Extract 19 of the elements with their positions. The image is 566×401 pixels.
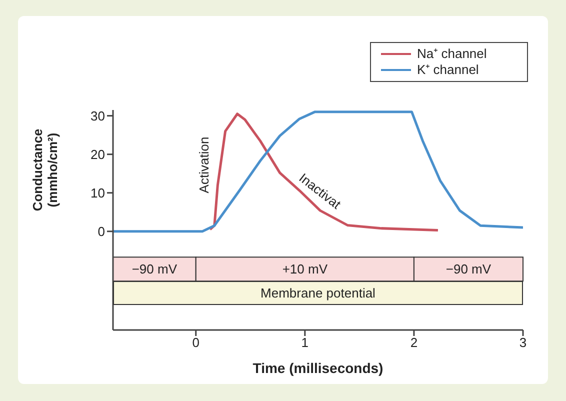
y-tick-label: 10 bbox=[90, 185, 105, 200]
x-tick-label: 2 bbox=[410, 335, 418, 350]
legend-label: K⁺ channel bbox=[417, 62, 479, 78]
x-tick-label: 1 bbox=[301, 335, 309, 350]
line-series bbox=[208, 112, 440, 232]
y-tick-label: 30 bbox=[90, 108, 105, 124]
x-tick-label: 0 bbox=[192, 335, 200, 350]
band-label: −90 mV bbox=[132, 262, 178, 277]
annotation: Membrane potential bbox=[260, 286, 376, 300]
annotation: Activation bbox=[196, 136, 212, 194]
y-tick-label: 0 bbox=[98, 224, 105, 239]
y-tick-label: 20 bbox=[90, 146, 105, 162]
y-axis-title: Conductance (mmho/cm²) bbox=[30, 128, 60, 212]
band-label: −90 mV bbox=[446, 262, 492, 277]
legend-label: Na⁺ channel bbox=[417, 46, 487, 62]
x-tick-label: 3 bbox=[519, 335, 527, 350]
line-series bbox=[113, 110, 523, 233]
band-label: +10 mV bbox=[282, 262, 328, 277]
x-axis-title: Time (milliseconds) bbox=[252, 360, 384, 376]
